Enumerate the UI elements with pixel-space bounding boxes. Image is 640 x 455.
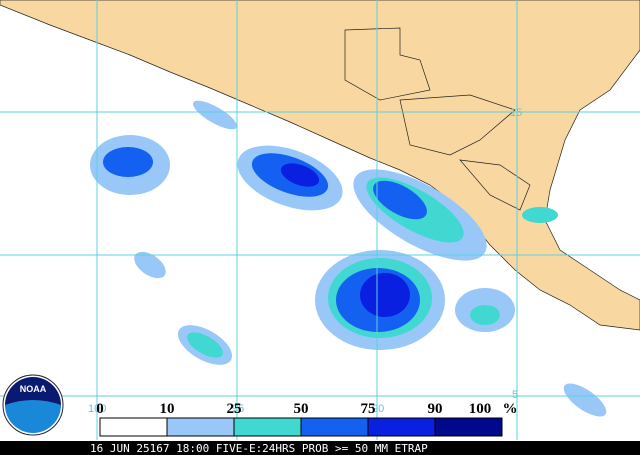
grid-label: 15 xyxy=(510,107,522,119)
legend-swatch xyxy=(166,417,235,437)
legend-label: 25 xyxy=(227,401,242,417)
legend-label: 10 xyxy=(160,401,175,417)
legend-label: 0 xyxy=(96,401,104,417)
legend-label: 50 xyxy=(294,401,309,417)
noaa-logo: NOAA xyxy=(2,374,64,436)
grid-label: 5 xyxy=(512,389,518,401)
legend-swatch xyxy=(434,417,503,437)
grid xyxy=(0,0,640,440)
legend-label: 90 xyxy=(428,401,443,417)
legend-unit: % xyxy=(503,401,518,417)
grid-label: 100 xyxy=(88,403,106,415)
grid-label: 95 xyxy=(232,403,244,415)
legend: 0 10 25 50 75 90 100% xyxy=(96,401,518,437)
logo-text: NOAA xyxy=(20,384,47,394)
caption: 16 JUN 25167 18:00 FIVE-E:24HRS PROB >= … xyxy=(90,442,428,455)
legend-label: 75 xyxy=(361,401,376,417)
legend-swatch xyxy=(300,417,369,437)
land xyxy=(0,0,640,331)
legend-swatch xyxy=(367,417,436,437)
caption-bar xyxy=(0,441,640,455)
grid-label: 90 xyxy=(372,403,384,415)
legend-swatch xyxy=(99,417,168,437)
legend-swatch xyxy=(233,417,302,437)
legend-label: 100 xyxy=(469,401,492,417)
probability-field xyxy=(90,100,607,417)
